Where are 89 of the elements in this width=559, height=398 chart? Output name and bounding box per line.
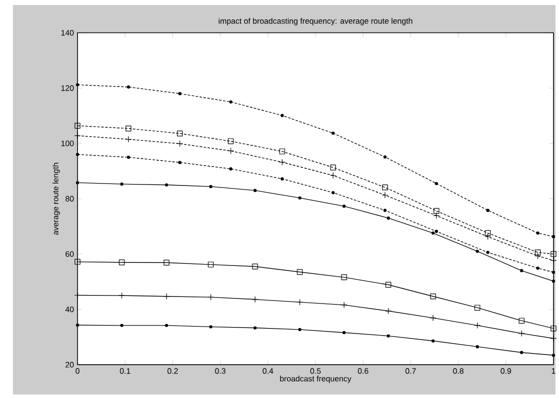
point bbox=[518, 318, 524, 324]
point bbox=[74, 132, 81, 139]
point bbox=[229, 167, 232, 170]
point bbox=[534, 252, 542, 260]
point bbox=[125, 136, 132, 142]
point bbox=[76, 180, 80, 184]
point bbox=[330, 164, 336, 170]
point bbox=[208, 261, 214, 268]
point bbox=[552, 270, 556, 274]
point bbox=[120, 324, 124, 327]
point bbox=[178, 160, 182, 164]
point bbox=[252, 263, 258, 270]
point bbox=[552, 353, 556, 357]
point bbox=[382, 184, 388, 190]
point bbox=[253, 326, 257, 330]
point bbox=[178, 92, 182, 95]
point bbox=[386, 216, 390, 220]
point bbox=[126, 125, 132, 132]
point bbox=[164, 183, 168, 186]
point bbox=[342, 330, 346, 334]
point bbox=[278, 158, 286, 166]
point bbox=[209, 184, 212, 188]
point bbox=[330, 172, 336, 179]
point bbox=[431, 231, 435, 234]
point bbox=[296, 268, 303, 275]
point bbox=[383, 208, 387, 212]
point bbox=[550, 325, 556, 332]
point bbox=[279, 148, 286, 154]
point bbox=[386, 334, 390, 338]
point bbox=[208, 294, 214, 300]
point bbox=[486, 250, 490, 254]
point bbox=[534, 249, 541, 256]
point bbox=[476, 249, 479, 253]
point bbox=[536, 266, 540, 270]
point bbox=[520, 268, 524, 272]
point bbox=[252, 296, 258, 302]
point bbox=[536, 231, 540, 234]
point bbox=[228, 138, 234, 144]
point bbox=[476, 344, 479, 348]
point bbox=[126, 155, 130, 159]
point bbox=[385, 282, 392, 288]
point bbox=[434, 182, 438, 185]
point bbox=[484, 230, 491, 236]
point bbox=[484, 233, 492, 240]
point bbox=[126, 85, 130, 88]
point bbox=[76, 152, 80, 156]
point bbox=[550, 334, 557, 342]
point bbox=[280, 114, 284, 117]
point bbox=[229, 100, 232, 104]
point bbox=[332, 190, 335, 194]
point bbox=[431, 339, 435, 342]
point bbox=[176, 140, 184, 147]
point bbox=[298, 196, 302, 200]
point bbox=[550, 256, 557, 264]
point bbox=[74, 122, 80, 128]
point bbox=[163, 292, 170, 300]
point bbox=[176, 130, 183, 136]
point bbox=[340, 301, 348, 308]
point bbox=[430, 293, 436, 300]
point bbox=[253, 188, 257, 192]
point bbox=[550, 250, 556, 257]
point bbox=[552, 279, 556, 283]
point bbox=[385, 308, 392, 314]
point bbox=[164, 260, 170, 266]
point bbox=[382, 192, 388, 198]
point bbox=[518, 330, 525, 336]
point bbox=[74, 258, 80, 264]
point bbox=[76, 82, 80, 86]
point bbox=[228, 147, 234, 154]
point bbox=[209, 324, 212, 328]
point bbox=[474, 322, 481, 328]
point bbox=[430, 314, 436, 321]
point bbox=[520, 350, 524, 354]
point bbox=[280, 177, 284, 180]
point bbox=[383, 155, 387, 158]
point bbox=[486, 208, 490, 212]
point bbox=[552, 234, 556, 238]
point bbox=[298, 328, 302, 331]
point bbox=[164, 324, 168, 327]
point bbox=[474, 304, 480, 310]
point bbox=[296, 298, 304, 306]
point bbox=[342, 204, 346, 208]
point bbox=[332, 131, 335, 135]
point bbox=[76, 323, 80, 326]
point bbox=[341, 274, 347, 280]
point bbox=[118, 259, 125, 265]
point bbox=[118, 292, 126, 299]
point bbox=[434, 230, 438, 233]
point bbox=[120, 182, 124, 186]
